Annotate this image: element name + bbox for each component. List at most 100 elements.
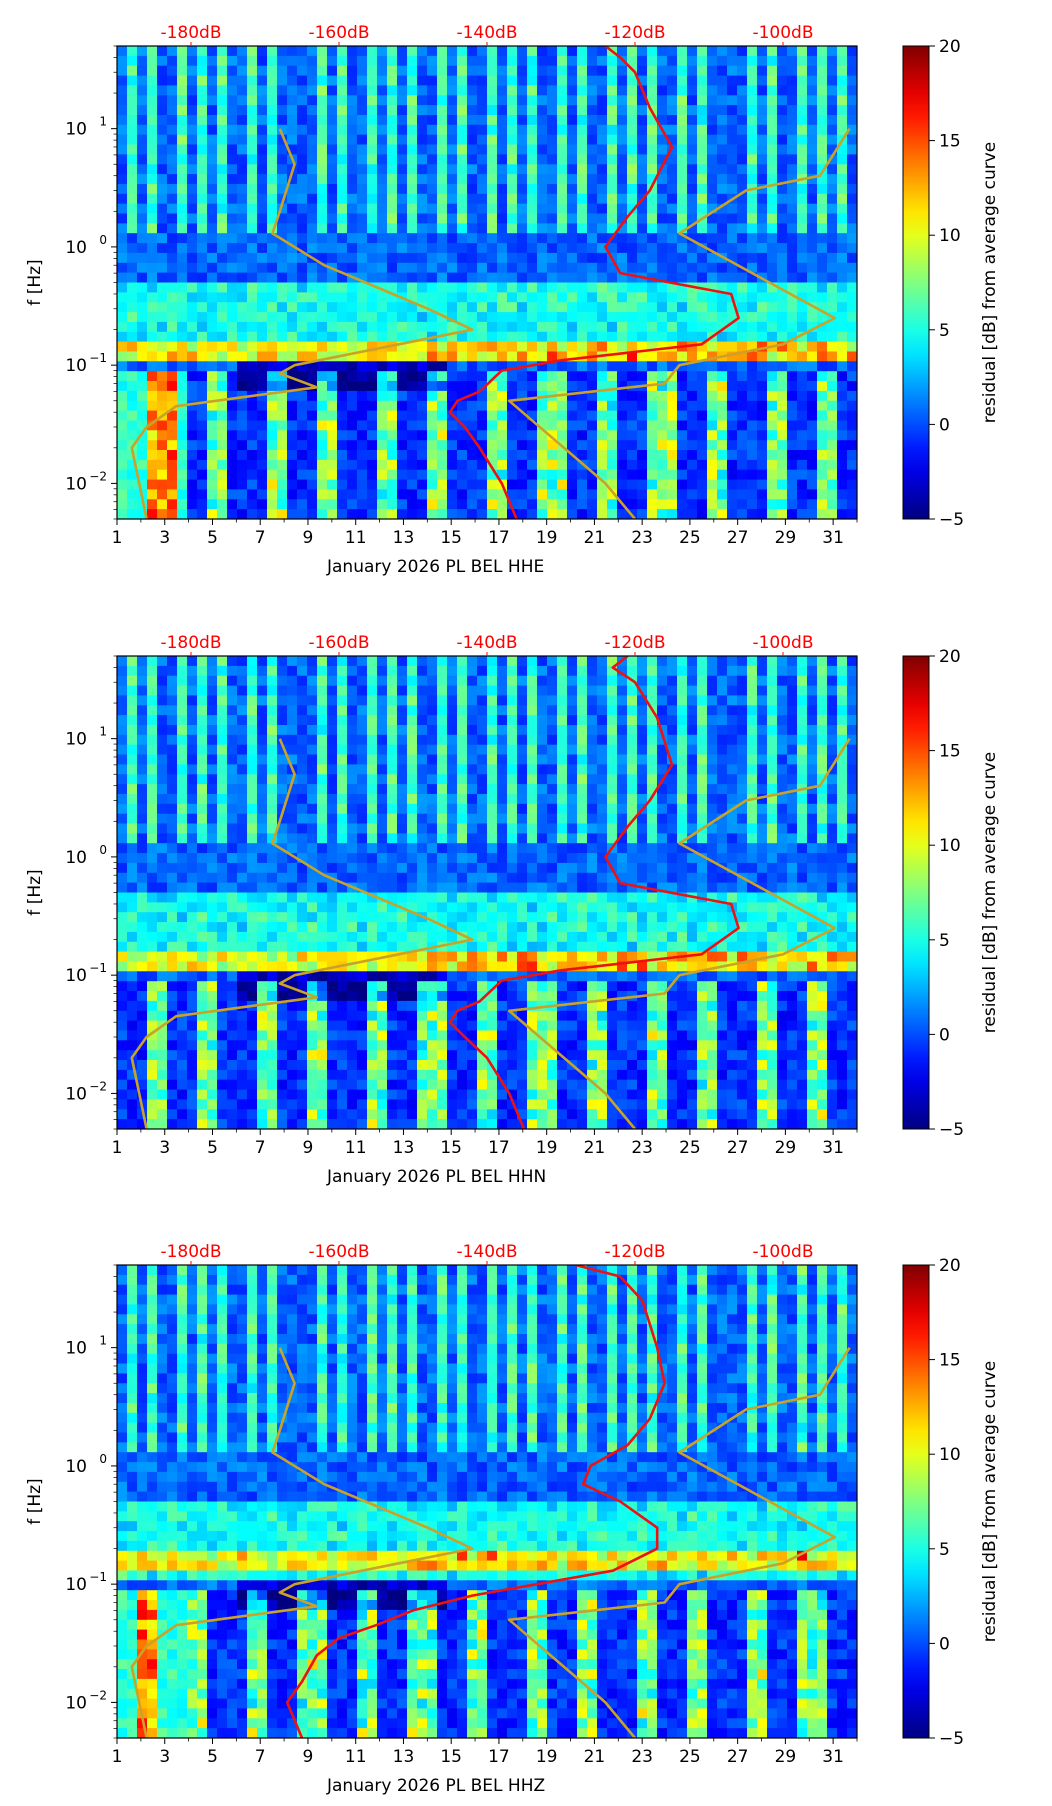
top-db-label: -180dB [160,633,221,653]
colorbar-tick-label: 10 [939,1445,961,1465]
y-tick-base: 10 [65,474,87,494]
x-tick-label: 23 [631,528,653,548]
y-tick-label: 10 [65,730,87,750]
top-db-label: -100dB [752,1242,813,1262]
y-tick-base: 10 [65,1575,87,1595]
colorbar-tick-label: 20 [939,1256,961,1276]
top-db-label: -160dB [308,633,369,653]
top-db-label: -180dB [160,23,221,43]
top-db-label: -120dB [604,23,665,43]
y-tick-base: 10 [65,1339,87,1359]
colorbar-label: residual [dB] from average curve [980,1361,1000,1642]
high-noise-model-line [507,1347,851,1738]
y-tick-exponent: 0 [99,233,107,247]
x-tick-label: 1 [112,1747,123,1767]
x-tick-label: 25 [679,1138,701,1158]
top-db-label: -160dB [308,23,369,43]
x-tick-label: 3 [159,1138,170,1158]
top-db-label: -100dB [752,23,813,43]
x-tick-label: 27 [727,528,749,548]
x-tick-label: 9 [303,1138,314,1158]
y-tick-exponent: −1 [89,961,107,975]
y-tick-base: 10 [65,238,87,258]
x-tick-label: 15 [440,1747,462,1767]
y-tick-label: 10 [65,1339,87,1359]
top-db-label: -120dB [604,633,665,653]
x-tick-label: 3 [159,1747,170,1767]
colorbar: −5 0 5 10 15 20 residual [dB] from average cur… [902,647,1000,1140]
y-tick-base: 10 [65,120,87,140]
high-noise-model-line [507,128,851,519]
y-tick-label: 10 [65,1084,87,1104]
x-tick-label: 5 [207,1747,218,1767]
x-axis-label: January 2026 PL BEL HHE [326,557,544,577]
y-tick-exponent: −1 [89,1570,107,1584]
colorbar-tick-label: −5 [939,1120,964,1140]
x-tick-label: 29 [775,1138,797,1158]
colorbar-label: residual [dB] from average curve [980,752,1000,1033]
x-tick-label: 9 [303,528,314,548]
colorbar-tick-label: −5 [939,510,964,530]
top-db-axis: -180dB -160dB -140dB -120dB -100dB [160,633,814,656]
top-db-label: -140dB [456,1242,517,1262]
x-tick-label: 19 [536,1138,558,1158]
colorbar-tick-label: 5 [939,1540,950,1560]
x-tick-label: 11 [345,1747,367,1767]
y-tick-base: 10 [65,1084,87,1104]
colorbar-tick-label: 0 [939,1634,950,1654]
colorbar-tick-label: 20 [939,647,961,667]
y-tick-exponent: −2 [89,1079,107,1093]
low-noise-model-line [130,128,474,519]
x-tick-label: 25 [679,1747,701,1767]
x-tick-label: 15 [440,528,462,548]
top-db-label: -160dB [308,1242,369,1262]
top-db-axis: -180dB -160dB -140dB -120dB -100dB [160,23,814,46]
x-tick-label: 13 [393,1138,415,1158]
y-tick-exponent: −2 [89,469,107,483]
colorbar-tick-label: 20 [939,37,961,57]
y-tick-label: 10 [65,238,87,258]
colorbar-gradient [902,655,930,1130]
x-tick-label: 17 [488,1138,510,1158]
colorbar-tick-label: 0 [939,415,950,435]
x-tick-label: 15 [440,1138,462,1158]
y-tick-exponent: 0 [99,843,107,857]
top-db-label: -140dB [456,633,517,653]
x-axis-label: January 2026 PL BEL HHZ [326,1776,545,1796]
x-tick-label: 11 [345,1138,367,1158]
x-tick-label: 29 [775,528,797,548]
y-tick-exponent: 0 [99,1452,107,1466]
spectrogram-heatmap [117,656,857,1129]
x-tick-label: 1 [112,1138,123,1158]
colorbar-tick-label: 0 [939,1025,950,1045]
colorbar-tick-label: 15 [939,132,961,152]
x-tick-label: 19 [536,528,558,548]
x-tick-label: 21 [584,528,606,548]
colorbar-tick-label: −5 [939,1729,964,1749]
y-tick-label: 10 [65,1575,87,1595]
top-db-label: -180dB [160,1242,221,1262]
y-tick-label: 10 [65,1693,87,1713]
colorbar: −5 0 5 10 15 20 residual [dB] from average cur… [902,1256,1000,1749]
top-db-axis: -180dB -160dB -140dB -120dB -100dB [160,1242,814,1265]
x-tick-label: 5 [207,1138,218,1158]
y-tick-label: 10 [65,1457,87,1477]
low-noise-model-line [130,738,474,1129]
y-tick-base: 10 [65,1457,87,1477]
colorbar-tick-label: 5 [939,321,950,341]
x-tick-label: 31 [822,1747,844,1767]
x-tick-label: 7 [255,528,266,548]
psd-curve-line [448,656,740,1129]
y-tick-base: 10 [65,356,87,376]
colorbar-gradient [902,45,930,520]
y-tick-base: 10 [65,730,87,750]
x-tick-label: 3 [159,528,170,548]
y-tick-label: 10 [65,356,87,376]
